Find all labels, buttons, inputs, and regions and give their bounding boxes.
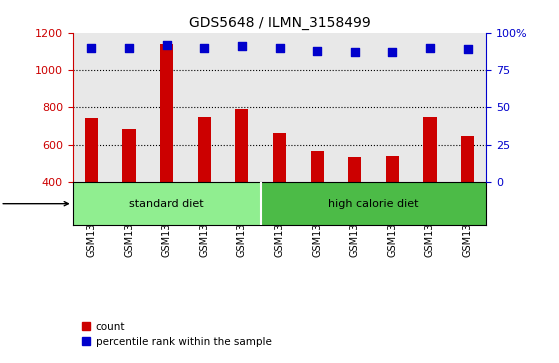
Bar — [411, 33, 449, 182]
Bar — [148, 33, 186, 182]
Text: standard diet: standard diet — [129, 199, 204, 209]
Bar — [449, 33, 486, 182]
Bar — [73, 182, 260, 225]
Point — [87, 45, 96, 50]
Bar — [348, 157, 361, 182]
Bar — [336, 33, 373, 182]
Point — [463, 46, 472, 52]
Point — [425, 45, 434, 50]
Text: high calorie diet: high calorie diet — [328, 199, 419, 209]
Point — [238, 43, 247, 49]
Bar — [110, 33, 148, 182]
Point — [388, 49, 397, 55]
Bar — [423, 117, 437, 182]
Bar — [160, 44, 173, 182]
Bar — [260, 182, 486, 225]
Bar — [122, 129, 136, 182]
Bar — [198, 117, 211, 182]
Bar — [85, 118, 98, 182]
Point — [275, 45, 284, 50]
Bar — [186, 33, 223, 182]
Point — [350, 49, 359, 55]
Bar — [386, 156, 399, 182]
Legend: count, percentile rank within the sample: count, percentile rank within the sample — [78, 317, 276, 351]
Point — [125, 45, 134, 50]
Bar — [299, 33, 336, 182]
Bar — [223, 33, 260, 182]
Point — [312, 48, 321, 53]
Point — [200, 45, 209, 50]
Point — [162, 42, 171, 48]
Bar — [311, 151, 324, 182]
Bar — [273, 133, 286, 182]
Bar — [260, 33, 299, 182]
Title: GDS5648 / ILMN_3158499: GDS5648 / ILMN_3158499 — [188, 16, 371, 30]
Bar — [235, 109, 248, 182]
Bar — [373, 33, 411, 182]
Bar — [73, 33, 110, 182]
Bar — [461, 136, 474, 182]
Text: growth protocol: growth protocol — [0, 199, 68, 209]
